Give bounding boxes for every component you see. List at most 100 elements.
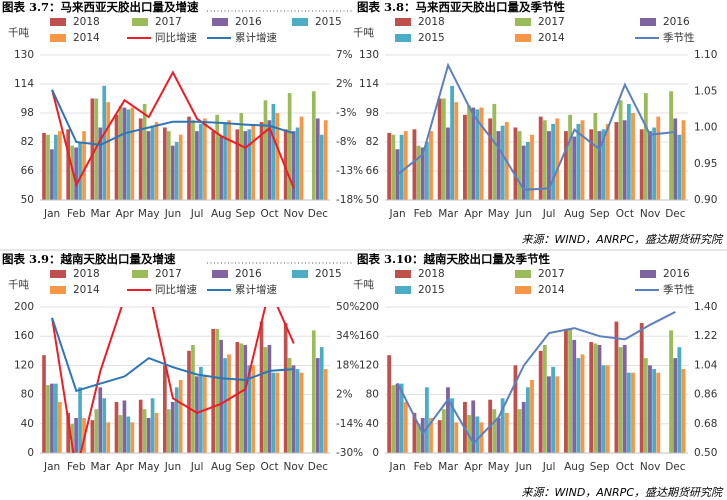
bar: [114, 401, 119, 453]
x-tick-label: Sep: [590, 208, 610, 220]
legend-label: 同比增速: [155, 283, 197, 296]
x-tick-label: Oct: [261, 208, 279, 220]
bar: [605, 365, 610, 453]
bar: [547, 131, 551, 200]
x-tick-label: Oct: [261, 461, 279, 473]
source-note: 来源：WIND，ANRPC，盛达期货研究院: [521, 233, 724, 246]
bar: [275, 372, 280, 453]
bar: [315, 118, 320, 200]
y2-tick-label: 50%: [336, 301, 359, 313]
bar: [170, 401, 175, 453]
legend-label: 2017: [155, 268, 182, 280]
legend-swatch: [515, 270, 531, 278]
bar: [618, 347, 623, 453]
bar: [215, 328, 219, 453]
bar: [122, 107, 127, 200]
bar: [475, 416, 480, 453]
legend-swatch: [50, 286, 66, 294]
legend-label: 2014: [73, 32, 100, 44]
bar: [267, 344, 272, 453]
bar: [441, 409, 446, 453]
x-tick-label: Jun: [515, 208, 532, 220]
y2-tick-label: 0.95: [694, 158, 717, 170]
y2-tick-label: 1.10: [694, 49, 717, 61]
line-series: [51, 307, 295, 453]
bar: [403, 401, 408, 453]
bar: [500, 398, 505, 453]
bar: [395, 149, 400, 200]
bar: [163, 127, 167, 200]
bar: [235, 342, 240, 453]
bar: [150, 398, 155, 453]
y2-tick-label: 0.86: [694, 389, 718, 401]
bar: [235, 129, 240, 200]
bar: [291, 365, 296, 453]
bar: [441, 98, 446, 200]
legend-swatch: [50, 18, 66, 26]
x-tick-label: Sep: [236, 208, 256, 220]
bar: [669, 91, 674, 200]
y-tick-label: 66: [366, 165, 380, 177]
x-tick-label: Feb: [67, 461, 86, 473]
bar: [90, 98, 95, 200]
y-tick-label: 82: [366, 136, 379, 148]
y-tick-label: 50: [21, 194, 34, 206]
bar: [576, 358, 581, 453]
bar: [416, 145, 421, 200]
bar: [50, 383, 54, 453]
bar: [66, 412, 71, 453]
bar: [601, 365, 606, 453]
bar: [46, 385, 50, 453]
bar: [195, 131, 199, 200]
bar: [323, 369, 328, 453]
bar: [163, 365, 167, 453]
bar: [166, 409, 171, 453]
bar: [673, 358, 678, 453]
bar: [287, 358, 292, 453]
legend-label: 2016: [235, 268, 262, 280]
legend-swatch: [515, 18, 531, 26]
bar: [639, 129, 644, 200]
bar: [677, 347, 682, 453]
bar: [154, 412, 159, 453]
x-tick-label: Nov: [640, 208, 661, 220]
legend-label: 2014: [73, 284, 100, 296]
bar: [178, 380, 183, 453]
bar: [130, 422, 135, 453]
legend-swatch: [292, 270, 308, 278]
bar: [652, 127, 657, 200]
legend-swatch: [515, 286, 531, 294]
x-tick-label: Feb: [67, 208, 86, 220]
bar: [146, 131, 151, 200]
legend-label: 2017: [538, 16, 565, 28]
bar: [643, 358, 648, 453]
y-tick-label: 200: [14, 301, 34, 313]
bar: [420, 417, 425, 453]
x-tick-label: May: [488, 461, 510, 473]
legend-swatch: [395, 18, 411, 26]
bar: [580, 354, 585, 453]
bar: [166, 131, 171, 200]
bar: [170, 145, 175, 200]
source-note: 来源：WIND，ANRPC，盛达期货研究院: [521, 486, 724, 499]
y2-tick-label: 0.50: [694, 447, 717, 459]
bar: [291, 131, 296, 200]
y2-tick-label: -3%: [336, 107, 356, 119]
x-tick-label: Nov: [640, 461, 661, 473]
y-axis-label: 千吨: [353, 26, 374, 39]
legend-swatch: [395, 270, 411, 278]
x-tick-label: Feb: [414, 208, 433, 220]
bar: [631, 113, 635, 200]
bar: [295, 127, 300, 200]
x-tick-label: Jul: [190, 461, 204, 473]
bar: [295, 369, 300, 453]
bar: [70, 423, 74, 453]
x-tick-label: Dec: [665, 461, 686, 473]
bar: [437, 420, 442, 453]
bar: [239, 343, 244, 453]
x-tick-label: Feb: [414, 461, 433, 473]
bar: [138, 399, 143, 453]
bar: [538, 116, 543, 200]
bar: [517, 409, 522, 453]
y-tick-label: 50: [366, 194, 379, 206]
